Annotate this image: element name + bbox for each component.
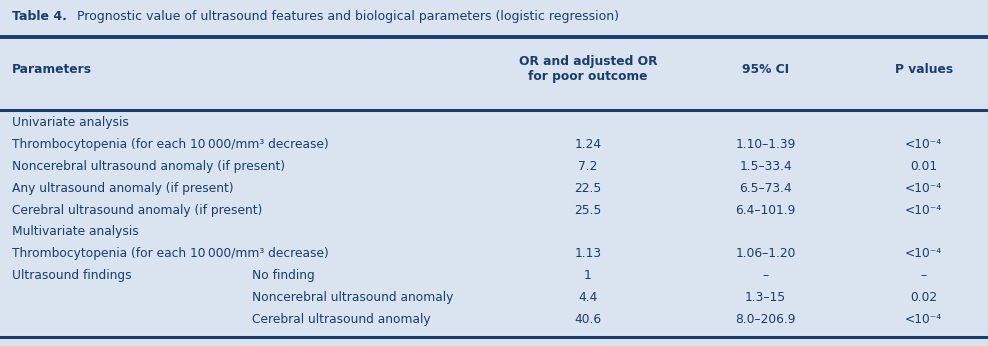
- Text: 7.2: 7.2: [578, 160, 598, 173]
- Text: 0.01: 0.01: [910, 160, 938, 173]
- Text: Parameters: Parameters: [12, 63, 92, 76]
- Text: Ultrasound findings: Ultrasound findings: [12, 269, 131, 282]
- Text: 1.13: 1.13: [574, 247, 602, 260]
- Text: Univariate analysis: Univariate analysis: [12, 116, 128, 129]
- Text: 6.4–101.9: 6.4–101.9: [735, 203, 796, 217]
- Text: 22.5: 22.5: [574, 182, 602, 195]
- Text: Noncerebral ultrasound anomaly (if present): Noncerebral ultrasound anomaly (if prese…: [12, 160, 285, 173]
- Text: Noncerebral ultrasound anomaly: Noncerebral ultrasound anomaly: [252, 291, 453, 304]
- Text: <10⁻⁴: <10⁻⁴: [905, 138, 943, 151]
- Text: 1.06–1.20: 1.06–1.20: [735, 247, 796, 260]
- Text: 4.4: 4.4: [578, 291, 598, 304]
- Text: <10⁻⁴: <10⁻⁴: [905, 247, 943, 260]
- Text: 8.0–206.9: 8.0–206.9: [735, 312, 796, 326]
- Text: Any ultrasound anomaly (if present): Any ultrasound anomaly (if present): [12, 182, 233, 195]
- Text: 6.5–73.4: 6.5–73.4: [739, 182, 792, 195]
- Text: Prognostic value of ultrasound features and biological parameters (logistic regr: Prognostic value of ultrasound features …: [69, 10, 619, 23]
- Text: Multivariate analysis: Multivariate analysis: [12, 225, 138, 238]
- Text: No finding: No finding: [252, 269, 315, 282]
- Text: 1: 1: [584, 269, 592, 282]
- Text: Table 4.: Table 4.: [12, 10, 67, 23]
- Text: Cerebral ultrasound anomaly (if present): Cerebral ultrasound anomaly (if present): [12, 203, 262, 217]
- Text: Thrombocytopenia (for each 10 000/mm³ decrease): Thrombocytopenia (for each 10 000/mm³ de…: [12, 138, 329, 151]
- Text: Thrombocytopenia (for each 10 000/mm³ decrease): Thrombocytopenia (for each 10 000/mm³ de…: [12, 247, 329, 260]
- Text: –: –: [921, 269, 927, 282]
- Text: <10⁻⁴: <10⁻⁴: [905, 203, 943, 217]
- Text: 95% CI: 95% CI: [742, 63, 789, 76]
- Text: 1.3–15: 1.3–15: [745, 291, 786, 304]
- Text: <10⁻⁴: <10⁻⁴: [905, 182, 943, 195]
- Text: 1.24: 1.24: [574, 138, 602, 151]
- Text: Cerebral ultrasound anomaly: Cerebral ultrasound anomaly: [252, 312, 431, 326]
- Text: OR and adjusted OR
for poor outcome: OR and adjusted OR for poor outcome: [519, 55, 657, 83]
- Text: –: –: [763, 269, 769, 282]
- Text: 0.02: 0.02: [910, 291, 938, 304]
- Text: 1.5–33.4: 1.5–33.4: [739, 160, 792, 173]
- Text: P values: P values: [895, 63, 952, 76]
- Text: <10⁻⁴: <10⁻⁴: [905, 312, 943, 326]
- Text: 40.6: 40.6: [574, 312, 602, 326]
- Text: 1.10–1.39: 1.10–1.39: [735, 138, 796, 151]
- Text: 25.5: 25.5: [574, 203, 602, 217]
